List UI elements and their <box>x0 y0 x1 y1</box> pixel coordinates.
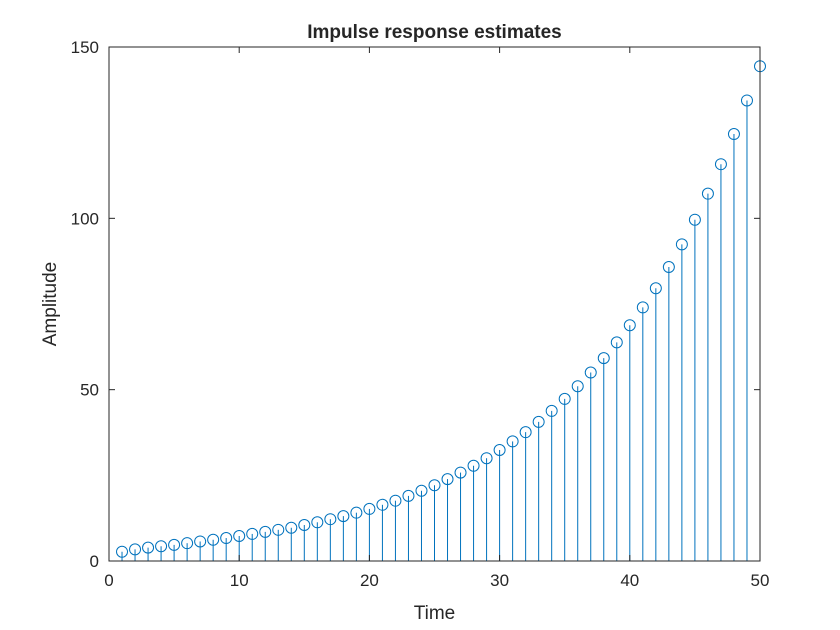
stem-marker <box>142 541 155 554</box>
stem-marker <box>675 238 688 251</box>
stem-marker <box>220 532 233 545</box>
stem-marker <box>467 459 480 472</box>
stem-marker <box>194 535 207 548</box>
x-tick-label: 40 <box>620 571 639 590</box>
stem-marker <box>597 352 610 365</box>
stem-marker <box>519 426 532 439</box>
x-tick-label: 10 <box>230 571 249 590</box>
y-tick-label: 100 <box>71 209 99 228</box>
stem-marker <box>350 506 363 519</box>
stem-marker <box>506 435 519 448</box>
stem-marker <box>558 392 571 405</box>
stem-marker <box>480 452 493 465</box>
stem-marker <box>129 543 142 556</box>
stem-marker <box>623 319 636 332</box>
stem-marker <box>155 540 168 553</box>
stem-marker <box>207 533 220 546</box>
y-tick-label: 0 <box>90 552 99 571</box>
stem-marker <box>701 187 714 200</box>
x-tick-label: 30 <box>490 571 509 590</box>
stem-marker <box>285 521 298 534</box>
y-tick-label: 150 <box>71 38 99 57</box>
stem-marker <box>493 443 506 456</box>
stem-marker <box>428 479 441 492</box>
x-tick-label: 0 <box>104 571 113 590</box>
stem-marker <box>181 537 194 550</box>
stem-marker <box>337 510 350 523</box>
stem-marker <box>571 380 584 393</box>
stem-marker <box>688 213 701 226</box>
stem-marker <box>610 336 623 349</box>
stem-marker <box>116 545 129 558</box>
plot-area <box>109 47 760 561</box>
stem-marker <box>246 527 259 540</box>
stem-marker <box>714 158 727 171</box>
chart-title: Impulse response estimates <box>307 22 562 43</box>
ticks-layer: 0 10 20 30 40 50 0 50 100 150 <box>71 38 770 590</box>
stem-marker <box>740 94 753 107</box>
markers-layer <box>116 60 766 558</box>
stem-marker <box>311 516 324 529</box>
axes-box <box>108 46 761 562</box>
stem-marker <box>402 489 415 502</box>
x-tick-label: 20 <box>360 571 379 590</box>
stem-marker <box>636 301 649 314</box>
stem-marker <box>584 366 597 379</box>
stem-marker <box>233 529 246 542</box>
stem-marker <box>389 494 402 507</box>
stem-marker <box>662 260 675 273</box>
stem-marker <box>298 519 311 532</box>
x-tick-label: 50 <box>751 571 770 590</box>
stem-marker <box>415 484 428 497</box>
stem-marker <box>259 525 272 538</box>
stem-marker <box>363 502 376 515</box>
stem-marker <box>454 466 467 479</box>
stem-marker <box>376 498 389 511</box>
y-tick-label: 50 <box>80 381 99 400</box>
stem-marker <box>532 415 545 428</box>
stem-marker <box>168 538 181 551</box>
stem-marker <box>545 404 558 417</box>
y-axis-label: Amplitude <box>40 262 61 347</box>
stem-marker <box>649 282 662 295</box>
stem-marker <box>324 513 337 526</box>
stem-marker <box>727 128 740 141</box>
stem-marker <box>441 473 454 486</box>
stem-marker <box>272 523 285 536</box>
x-axis-label: Time <box>414 603 456 624</box>
